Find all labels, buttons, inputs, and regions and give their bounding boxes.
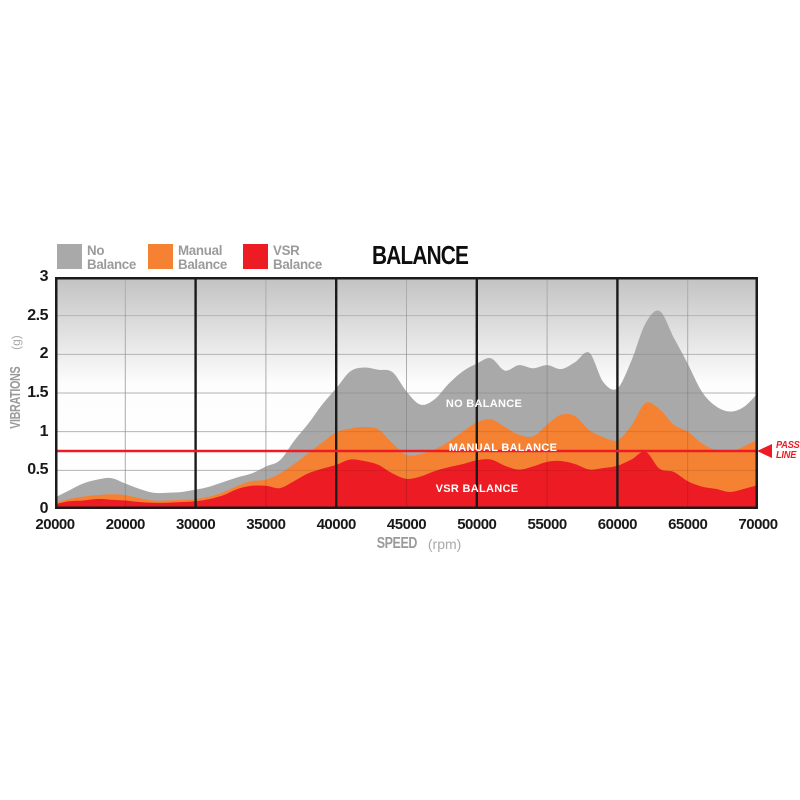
- y-tick-label: 2.5: [27, 306, 48, 324]
- x-tick-label: 50000: [457, 516, 497, 533]
- series-label-manual-balance: MANUAL BALANCE: [448, 442, 558, 454]
- x-tick-label: 20000: [35, 516, 75, 533]
- chart-title: BALANCE: [371, 240, 469, 270]
- series-label-vsr-balance: VSR BALANCE: [435, 483, 519, 495]
- chart-canvas: [55, 277, 758, 509]
- legend-swatch: [243, 244, 268, 269]
- series-label-no-balance: NO BALANCE: [445, 398, 523, 410]
- legend-label: Manual Balance: [178, 242, 228, 272]
- x-tick-label: 45000: [386, 516, 427, 533]
- y-tick-label: 2: [39, 345, 49, 363]
- y-tick-label: 3: [39, 268, 49, 285]
- plot-area: NO BALANCE MANUAL BALANCE VSR BALANCE: [55, 277, 758, 509]
- x-axis-unit: (rpm): [427, 536, 462, 552]
- y-tick-label: 0: [39, 500, 49, 517]
- x-tick-label: 65000: [668, 516, 708, 533]
- legend-item-no-balance: No Balance: [57, 242, 139, 272]
- x-axis-name: SPEED: [376, 535, 417, 552]
- x-tick-label: 40000: [316, 516, 357, 533]
- y-tick-label: 1: [39, 422, 49, 440]
- y-tick-label: 1.5: [27, 384, 48, 401]
- legend-label: No Balance: [87, 242, 137, 272]
- y-axis-title: VIBRATIONS (g): [7, 328, 25, 448]
- x-tick-label: 20000: [105, 516, 146, 533]
- legend-item-vsr-balance: VSR Balance: [243, 242, 325, 272]
- x-tick-label: 55000: [527, 516, 567, 533]
- x-tick-label: 60000: [597, 516, 638, 533]
- x-tick-label: 35000: [246, 516, 286, 533]
- y-tick-label: 0.5: [27, 461, 48, 479]
- x-tick-label: 30000: [175, 516, 216, 533]
- legend-label: VSR Balance: [273, 242, 323, 272]
- legend-item-manual-balance: Manual Balance: [148, 242, 230, 272]
- pass-line-label: PASS LINE: [776, 440, 800, 461]
- y-axis-unit: (g): [8, 335, 23, 350]
- legend-swatch: [57, 244, 82, 269]
- x-axis-title: SPEED (rpm): [316, 535, 516, 553]
- pass-line-arrow-icon: [757, 444, 772, 458]
- y-axis-name: VIBRATIONS: [7, 366, 25, 429]
- x-tick-label: 70000: [738, 516, 778, 533]
- legend-swatch: [148, 244, 173, 269]
